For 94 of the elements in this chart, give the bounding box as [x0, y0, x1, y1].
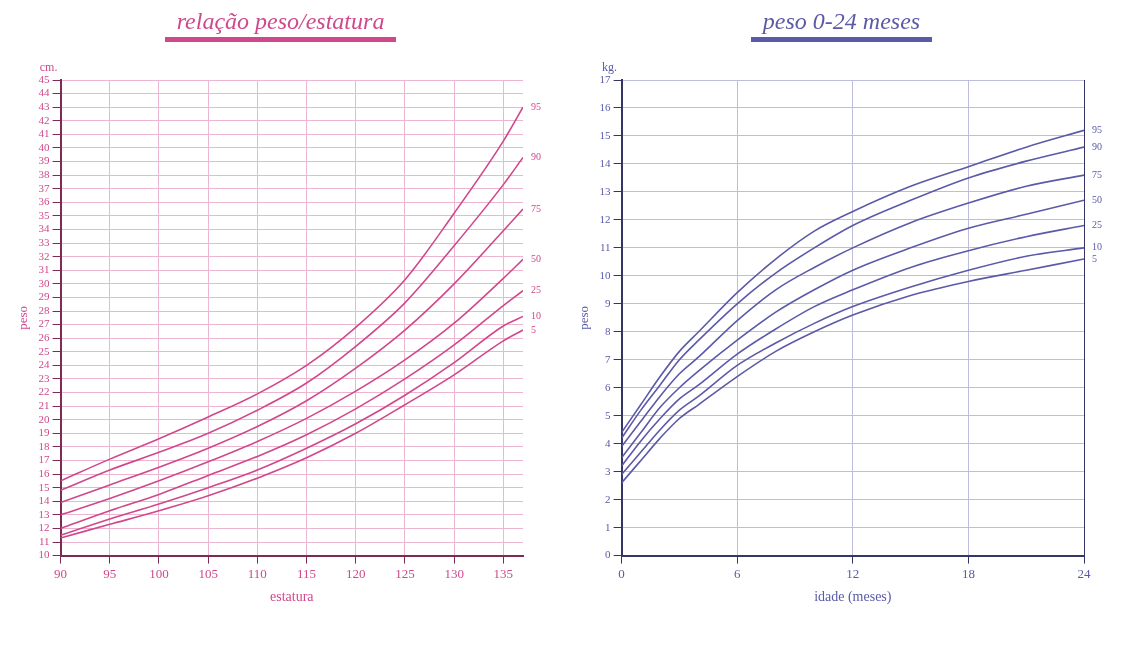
- x-tick-label: 135: [493, 565, 514, 581]
- y-tick-label: 39: [38, 154, 51, 167]
- y-tick-label: 24: [38, 358, 51, 371]
- y-tick-label: 29: [38, 290, 51, 303]
- y-tick-label: 16: [38, 466, 51, 479]
- series-label: 90: [531, 151, 541, 163]
- series-label: 50: [531, 252, 541, 264]
- x-tick-label: 6: [733, 565, 741, 581]
- x-tick-label: 130: [444, 565, 464, 581]
- series-label: 5: [1092, 252, 1097, 264]
- y-tick-label: 11: [600, 240, 611, 253]
- y-tick-label: 14: [599, 156, 612, 169]
- y-tick-label: 10: [38, 548, 51, 561]
- y-tick-label: 13: [599, 184, 612, 197]
- y-tick-label: 20: [38, 412, 51, 425]
- text: kg.: [602, 60, 618, 75]
- text: cm.: [39, 60, 58, 75]
- y-tick-label: 34: [38, 222, 51, 235]
- line-series: [60, 156, 523, 492]
- y-tick-label: 15: [599, 128, 612, 141]
- series-label: 95: [1092, 123, 1102, 135]
- y-tick-label: 37: [38, 181, 51, 194]
- x-tick-label: 24: [1077, 565, 1091, 581]
- y-tick-label: 30: [38, 276, 51, 289]
- y-tick-label: 18: [38, 439, 51, 452]
- x-tick-label: 125: [395, 565, 415, 581]
- y-tick-label: 43: [38, 100, 51, 113]
- y-tick-label: 40: [38, 140, 51, 153]
- chart-title: relação peso/estatura: [164, 8, 397, 42]
- y-tick-label: 45: [38, 72, 51, 85]
- y-tick-label: 21: [38, 399, 50, 412]
- x-tick-label: 110: [247, 565, 267, 581]
- series-label: 10: [1092, 241, 1102, 253]
- y-tick-label: 33: [38, 235, 51, 248]
- series-label: 95: [531, 100, 541, 112]
- x-tick-label: 18: [961, 565, 975, 581]
- x-axis-title: estatura: [270, 589, 315, 605]
- x-tick-label: 115: [297, 565, 317, 581]
- series-label: 25: [531, 284, 541, 296]
- y-tick-label: 23: [38, 371, 51, 384]
- y-tick-label: 1: [605, 520, 611, 533]
- series-label: 75: [531, 202, 541, 214]
- y-tick-label: 9: [605, 296, 612, 309]
- x-tick-label: 0: [618, 565, 625, 581]
- y-tick-label: 22: [38, 385, 50, 398]
- series-label: 75: [1092, 168, 1102, 180]
- y-tick-label: 12: [38, 521, 50, 534]
- line-series: [60, 208, 523, 504]
- y-tick-label: 0: [605, 548, 612, 561]
- x-tick-label: 100: [149, 565, 169, 581]
- y-axis-title: peso: [15, 305, 31, 330]
- y-tick-label: 16: [599, 100, 612, 113]
- y-tick-label: 2: [605, 492, 611, 505]
- chart-title: peso 0-24 meses: [750, 8, 933, 42]
- line-series: [60, 106, 523, 482]
- y-tick-label: 36: [38, 195, 51, 208]
- y-tick-label: 12: [599, 212, 611, 225]
- y-tick-label: 3: [605, 464, 612, 477]
- y-tick-label: 14: [38, 494, 51, 507]
- y-tick-label: 35: [38, 208, 51, 221]
- y-tick-label: 4: [605, 436, 612, 449]
- y-tick-label: 7: [605, 352, 612, 365]
- y-tick-label: 27: [38, 317, 51, 330]
- y-tick-label: 42: [38, 113, 50, 126]
- series-label: 50: [1092, 193, 1102, 205]
- x-tick-label: 105: [198, 565, 218, 581]
- y-tick-label: 10: [599, 268, 612, 281]
- series-label: 10: [531, 310, 541, 322]
- x-tick-label: 120: [346, 565, 366, 581]
- y-tick-label: 19: [38, 426, 51, 439]
- y-tick-label: 28: [38, 303, 51, 316]
- y-tick-label: 6: [605, 380, 612, 393]
- x-tick-label: 95: [103, 565, 117, 581]
- y-tick-label: 31: [38, 263, 50, 276]
- y-tick-label: 17: [38, 453, 51, 466]
- y-tick-label: 25: [38, 344, 51, 357]
- y-axis-title: peso: [576, 305, 592, 330]
- y-tick-label: 8: [605, 324, 612, 337]
- x-axis-title: idade (meses): [814, 589, 892, 606]
- x-tick-label: 12: [846, 565, 860, 581]
- y-tick-label: 41: [38, 127, 50, 140]
- y-tick-label: 38: [38, 168, 51, 181]
- line-series: [60, 258, 523, 516]
- y-tick-label: 44: [38, 86, 51, 99]
- y-tick-label: 13: [38, 507, 51, 520]
- series-label: 90: [1092, 140, 1102, 152]
- y-tick-label: 26: [38, 331, 51, 344]
- y-tick-label: 32: [38, 249, 50, 262]
- y-tick-label: 11: [39, 534, 50, 547]
- series-label: 25: [1092, 219, 1102, 231]
- series-label: 5: [531, 323, 536, 335]
- y-tick-label: 5: [605, 408, 612, 421]
- x-tick-label: 90: [54, 565, 68, 581]
- y-tick-label: 15: [38, 480, 51, 493]
